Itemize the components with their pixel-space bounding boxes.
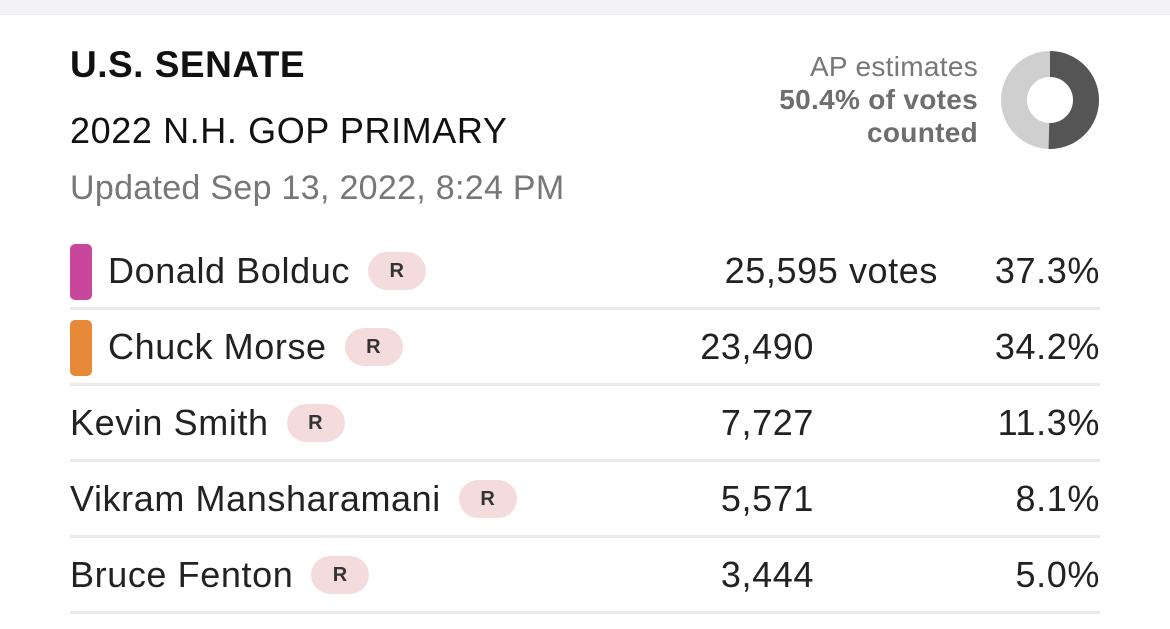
candidate-name-text: Bruce Fenton	[70, 554, 294, 595]
vote-count: 5,571	[720, 478, 814, 519]
party-badge: R	[344, 328, 403, 366]
race-title: U.S. SENATE	[70, 44, 306, 85]
party-badge: R	[311, 556, 370, 594]
vote-count: 3,444	[720, 554, 814, 595]
donut-counted	[1001, 51, 1099, 149]
vote-percent: 37.3%	[994, 250, 1100, 291]
candidate-color-swatch	[70, 320, 92, 376]
candidate-name: Donald Bolduc R	[108, 248, 426, 294]
party-badge: R	[458, 480, 517, 518]
candidate-name-text: Vikram Mansharamani	[70, 478, 441, 519]
candidate-name-text: Kevin Smith	[70, 402, 269, 443]
vote-count: 23,490	[700, 326, 814, 367]
table-row: Bruce Fenton R 3,444 5.0%	[70, 538, 1100, 614]
vote-count: 7,727	[720, 402, 814, 443]
table-row: Vikram Mansharamani R 5,571 8.1%	[70, 462, 1100, 538]
party-badge: R	[367, 252, 426, 290]
ap-estimate: AP estimates 50.4% of votes counted	[779, 50, 978, 149]
candidate-name: Bruce Fenton R	[70, 552, 370, 598]
estimate-label: AP estimates	[809, 51, 978, 82]
race-subtitle: 2022 N.H. GOP PRIMARY	[70, 110, 508, 151]
vote-percent: 11.3%	[997, 402, 1100, 443]
candidate-color-swatch	[70, 244, 92, 300]
race-header: U.S. SENATE 2022 N.H. GOP PRIMARY Update…	[70, 40, 1100, 220]
votes-counted-donut-icon	[1001, 51, 1099, 149]
top-bar	[0, 0, 1170, 15]
estimate-percent: 50.4% of votes	[779, 84, 978, 115]
candidate-name-text: Chuck Morse	[108, 326, 327, 367]
candidate-name: Kevin Smith R	[70, 400, 345, 446]
vote-count: 25,595 votes	[724, 250, 938, 291]
party-badge: R	[286, 404, 345, 442]
candidate-name: Vikram Mansharamani R	[70, 476, 517, 522]
updated-timestamp: Updated Sep 13, 2022, 8:24 PM	[70, 169, 565, 207]
estimate-counted: counted	[867, 117, 978, 148]
table-row: Kevin Smith R 7,727 11.3%	[70, 386, 1100, 462]
vote-percent: 5.0%	[1015, 554, 1100, 595]
vote-percent: 8.1%	[1015, 478, 1100, 519]
candidate-name-text: Donald Bolduc	[108, 250, 350, 291]
candidate-name: Chuck Morse R	[108, 324, 403, 370]
results-table: Donald Bolduc R 25,595 votes 37.3% Chuck…	[70, 234, 1100, 614]
table-row: Donald Bolduc R 25,595 votes 37.3%	[70, 234, 1100, 310]
table-row: Chuck Morse R 23,490 34.2%	[70, 310, 1100, 386]
vote-percent: 34.2%	[994, 326, 1100, 367]
